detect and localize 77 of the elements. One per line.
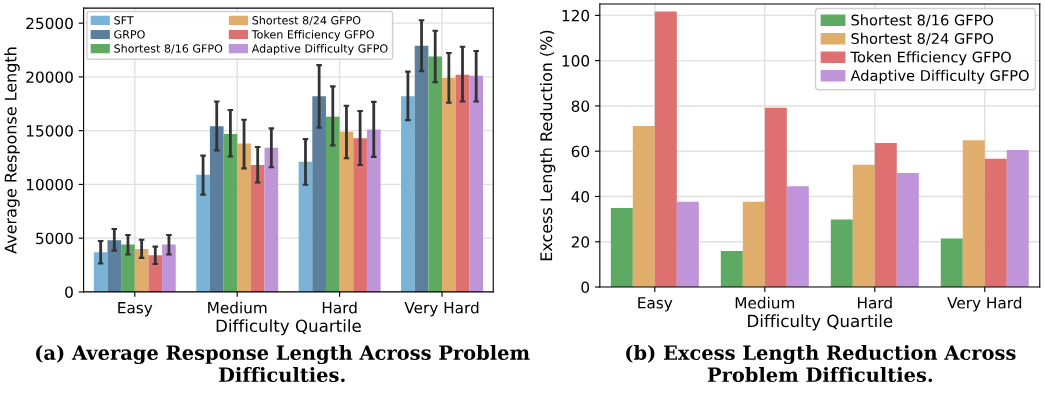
x-tick-label: Medium	[735, 296, 795, 309]
legend-label: Shortest 8/24 GFPO	[252, 15, 361, 26]
legend-label: SFT	[114, 16, 134, 25]
y-axis-title: Excess Length Reduction (%)	[539, 30, 556, 261]
bar	[162, 244, 176, 292]
y-tick-label: 20000	[26, 71, 73, 83]
bar	[196, 174, 210, 292]
y-tick-label: 10000	[26, 178, 73, 191]
bar	[209, 126, 224, 292]
bar	[874, 143, 897, 288]
bar	[298, 161, 313, 292]
bar	[442, 77, 456, 292]
legend-label: Shortest 8/24 GFPO	[851, 32, 994, 46]
legend-label: Adaptive Difficulty GFPO	[850, 69, 1029, 84]
bar	[312, 96, 326, 292]
legend-label: GRPO	[114, 30, 145, 39]
bar	[325, 116, 340, 292]
x-tick-label: Hard	[858, 296, 892, 309]
bar	[148, 255, 163, 292]
x-tick-label: Medium	[208, 301, 267, 314]
bar	[366, 129, 381, 292]
bar	[107, 240, 122, 292]
bar	[1006, 150, 1029, 288]
bar	[93, 252, 108, 292]
bar	[250, 165, 265, 292]
legend-label: Shortest 8/16 GFPO	[851, 14, 994, 27]
y-tick-label: 0	[581, 281, 590, 294]
bar	[830, 219, 853, 288]
y-tick-label: 15000	[26, 125, 73, 137]
bar	[237, 143, 251, 292]
bar	[720, 251, 743, 288]
y-tick-label: 0	[65, 286, 73, 298]
bar	[742, 201, 765, 288]
y-tick-label: 25000	[26, 17, 73, 30]
bar	[676, 201, 699, 288]
bar	[786, 186, 809, 288]
bar	[764, 107, 787, 288]
text: (b) Excess Length Reduction Across Problem Difficulties.	[626, 344, 1016, 383]
y-tick-label: 100	[562, 55, 590, 67]
legend-label: Token Efficiency GFPO	[251, 29, 374, 41]
bar	[339, 131, 354, 292]
y-tick-label: 80	[571, 100, 590, 112]
x-tick-label: Very Hard	[947, 296, 1022, 312]
bar	[414, 45, 429, 292]
text: (a) Average Response Length Across Problem Difficulties.	[36, 344, 530, 383]
bar	[984, 158, 1007, 288]
bar	[940, 238, 963, 288]
x-tick-label: Easy	[638, 297, 673, 312]
legend-label: Adaptive Difficulty GFPO	[251, 44, 388, 55]
bar	[469, 75, 483, 292]
bar	[962, 140, 985, 288]
y-tick-label: 120	[562, 9, 590, 22]
y-tick-label: 60	[571, 145, 590, 158]
bar	[610, 208, 633, 288]
x-tick-label: Very Hard	[404, 301, 479, 317]
bar	[401, 96, 415, 292]
bar	[632, 126, 655, 288]
bar	[353, 138, 367, 292]
bar	[134, 248, 149, 292]
bar	[852, 164, 875, 288]
bar	[121, 244, 135, 292]
bar	[223, 133, 238, 292]
bar	[896, 172, 919, 288]
legend-label: Token Efficiency GFPO	[850, 51, 1011, 66]
y-tick-label: 20	[571, 236, 590, 248]
y-tick-label: 5000	[36, 232, 73, 245]
bar	[654, 11, 677, 288]
bar	[264, 147, 279, 292]
x-tick-label: Easy	[118, 302, 153, 317]
x-axis-title: Difficulty Quartile	[216, 319, 361, 336]
x-axis-title: Difficulty Quartile	[748, 314, 893, 331]
legend-label: Shortest 8/16 GFPO	[114, 44, 223, 54]
bar	[455, 74, 470, 292]
bar	[428, 56, 443, 292]
y-axis-title: Average Response Length	[4, 47, 20, 254]
x-tick-label: Hard	[322, 301, 357, 314]
y-tick-label: 40	[571, 190, 590, 203]
